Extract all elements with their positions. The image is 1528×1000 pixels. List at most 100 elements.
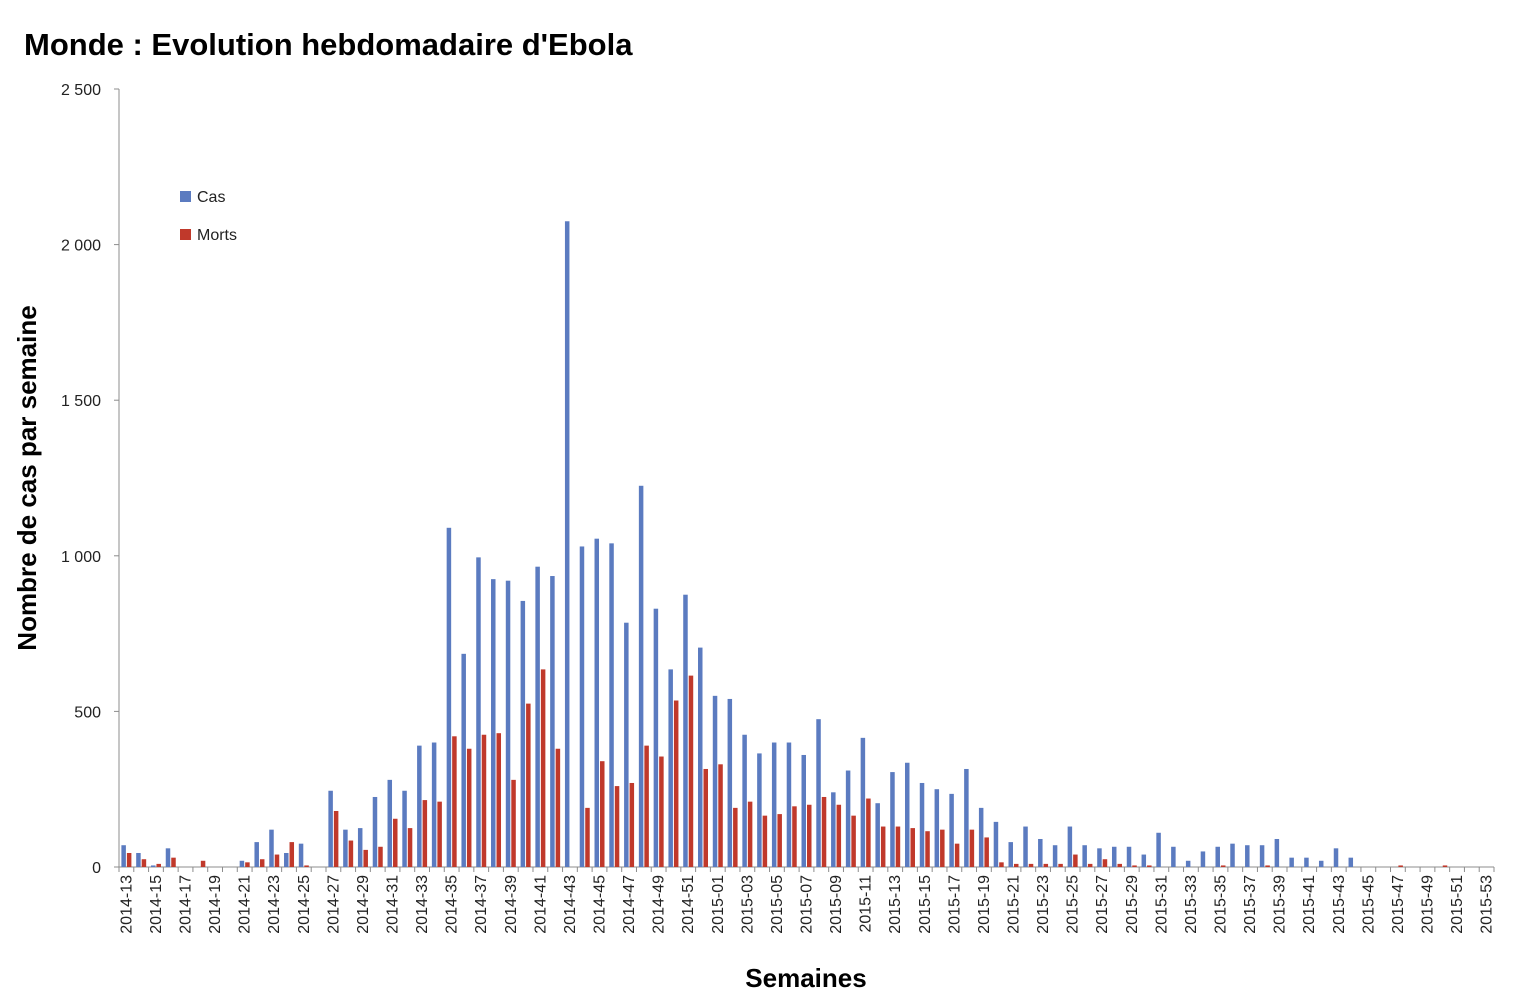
bar-cas xyxy=(1274,838,1280,867)
x-tick-label: 2015-13 xyxy=(887,875,904,934)
bar-cas xyxy=(1304,857,1309,867)
bar-cas xyxy=(1008,842,1013,867)
bar-morts xyxy=(969,829,975,867)
bar-morts xyxy=(1102,859,1108,867)
bar-morts xyxy=(866,798,871,867)
bar-morts xyxy=(792,806,797,867)
x-tick-label: 2015-23 xyxy=(1035,875,1052,934)
bar-cas xyxy=(564,221,570,867)
x-tick-label: 2015-03 xyxy=(739,875,756,934)
bar-morts xyxy=(1442,865,1448,867)
bar-morts xyxy=(171,857,176,867)
bar-morts xyxy=(304,865,309,867)
bar-morts xyxy=(984,837,989,867)
bar-cas xyxy=(328,790,333,867)
x-tick-label: 2015-19 xyxy=(976,875,993,934)
bar-cas xyxy=(845,770,851,867)
bar-cas xyxy=(698,647,703,867)
bar-morts xyxy=(1147,865,1152,867)
x-tick-label: 2014-41 xyxy=(532,875,549,934)
legend-label-cas: Cas xyxy=(197,189,225,206)
bar-morts xyxy=(1265,865,1270,867)
x-tick-label: 2014-39 xyxy=(503,875,520,934)
bar-cas xyxy=(1200,851,1206,867)
bar-morts xyxy=(274,854,280,867)
bar-cas xyxy=(875,803,880,867)
bar-morts xyxy=(407,828,413,867)
bar-cas xyxy=(431,742,437,867)
bar-morts xyxy=(259,859,265,867)
bar-cas xyxy=(505,580,511,867)
x-tick-label: 2014-33 xyxy=(414,875,431,934)
x-tick-label: 2015-05 xyxy=(769,875,786,934)
legend: Cas Morts xyxy=(180,189,237,244)
bar-cas xyxy=(372,796,378,867)
bar-morts xyxy=(526,703,531,867)
x-tick-label: 2014-27 xyxy=(325,875,342,934)
x-tick-label: 2014-25 xyxy=(296,875,313,934)
bar-morts xyxy=(452,736,457,867)
bar-cas xyxy=(579,546,585,867)
bar-morts xyxy=(363,849,368,867)
bar-morts xyxy=(999,862,1004,867)
bar-morts xyxy=(555,748,561,867)
x-tick-label: 2015-07 xyxy=(799,875,816,934)
x-tick-label: 2015-15 xyxy=(917,875,934,934)
bar-cas xyxy=(978,807,984,867)
bar-cas xyxy=(742,734,747,867)
x-tick-label: 2015-45 xyxy=(1360,875,1377,934)
x-tick-label: 2015-33 xyxy=(1183,875,1200,934)
bar-cas xyxy=(786,742,792,867)
bar-cas xyxy=(890,772,895,867)
bar-morts xyxy=(807,804,812,867)
bar-morts xyxy=(1117,863,1122,867)
bar-cas xyxy=(1259,845,1265,867)
x-tick-label: 2014-13 xyxy=(118,875,135,934)
x-tick-label: 2014-19 xyxy=(207,875,224,934)
bar-cas xyxy=(417,745,422,867)
bar-cas xyxy=(1023,826,1028,867)
bar-cas xyxy=(1348,857,1354,867)
y-tick-label: 2 000 xyxy=(61,238,101,255)
x-tick-label: 2014-43 xyxy=(562,875,579,934)
bar-cas xyxy=(1245,845,1250,867)
bar-morts xyxy=(673,700,679,867)
bar-morts xyxy=(880,826,886,867)
bar-cas xyxy=(343,829,348,867)
bar-morts xyxy=(733,807,738,867)
bar-morts xyxy=(1398,865,1403,867)
bar-cas xyxy=(1141,854,1147,867)
bar-morts xyxy=(1013,863,1019,867)
x-tick-label: 2015-31 xyxy=(1153,875,1170,934)
bar-cas xyxy=(683,594,688,867)
bar-morts xyxy=(348,840,354,867)
x-tick-label: 2015-29 xyxy=(1124,875,1141,934)
bar-morts xyxy=(511,779,516,867)
y-tick-label: 1 000 xyxy=(61,549,101,566)
bar-cas xyxy=(949,793,954,867)
bar-cas xyxy=(1097,848,1102,867)
bar-cas xyxy=(653,608,659,867)
bar-cas xyxy=(150,865,156,867)
bar-morts xyxy=(1043,863,1049,867)
bar-cas xyxy=(535,566,540,867)
bar-morts xyxy=(703,768,709,867)
bar-morts xyxy=(393,818,398,867)
bar-morts xyxy=(718,764,723,867)
bar-cas xyxy=(801,754,806,867)
y-tick-label: 1 500 xyxy=(61,393,101,410)
x-tick-label: 2014-35 xyxy=(444,875,461,934)
y-tick-label: 0 xyxy=(92,860,101,877)
x-tick-label: 2014-15 xyxy=(148,875,165,934)
bar-cas xyxy=(594,538,600,867)
bar-morts xyxy=(1220,865,1226,867)
bar-cas xyxy=(919,782,925,867)
bar-cas xyxy=(860,737,866,867)
bar-morts xyxy=(126,852,132,867)
bar-cas xyxy=(1111,846,1117,867)
bar-morts xyxy=(940,829,945,867)
bar-cas xyxy=(1230,843,1235,867)
y-axis: 0 500 1 000 1 500 2 000 2 500 xyxy=(61,82,120,877)
bar-morts xyxy=(925,831,930,867)
bar-cas xyxy=(1333,848,1339,867)
